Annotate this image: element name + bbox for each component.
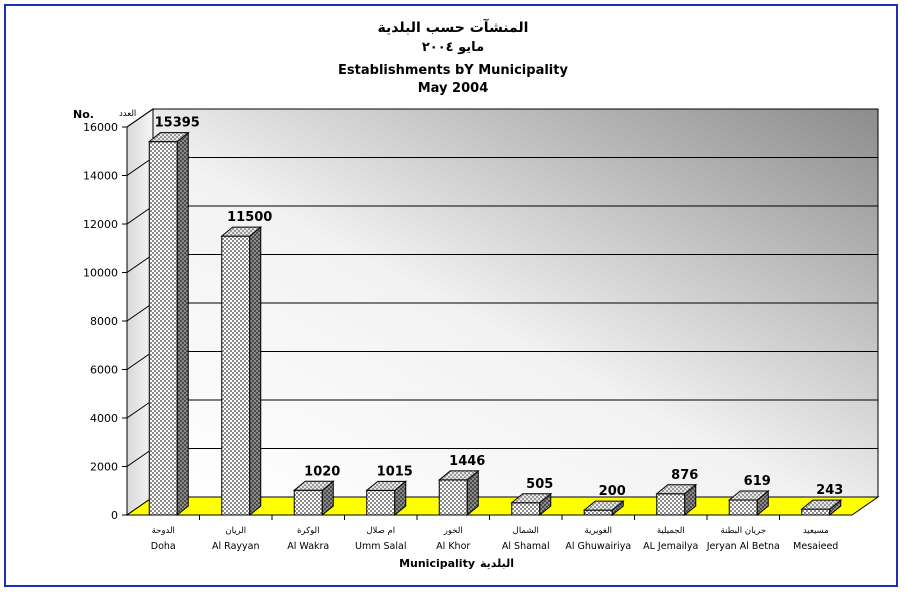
data-label: 1446 [449,454,485,469]
bar [728,499,758,516]
bar-top [800,499,843,510]
y-tick-label: 14000 [83,170,118,183]
bar-top [510,493,553,504]
gridline-side [126,108,154,128]
bar-group [437,469,480,517]
bar [511,502,541,516]
bar-group [582,500,625,517]
category-label-arabic: الريان [225,526,246,536]
x-axis-title: Municipality [399,557,475,570]
category-label: Jeryan Al Betna [706,541,780,552]
category-label-arabic: ام صلال [366,526,395,536]
category-label: Al Rayyan [212,541,259,552]
y-tick-label: 10000 [83,267,118,280]
category-label-arabic: الجميلية [657,526,685,536]
gridline-side [126,351,154,370]
category-label-arabic: الوكرة [297,526,320,536]
y-tick-label: 0 [111,509,118,522]
y-axis-title: No. [73,108,94,121]
bar-top [437,470,480,481]
y-tick-label: 16000 [83,121,118,134]
gridline-side [126,205,154,225]
bar-group [147,131,190,517]
category-label-arabic: الشمال [513,526,539,536]
category-label: Al Ghuwairiya [565,541,631,552]
gridline-side [126,448,154,467]
y-axis-title-arabic: العدد [119,109,136,119]
data-label: 505 [526,477,553,492]
chart-subtitle-arabic: مايو ٢٠٠٤ [421,40,485,55]
bar [366,489,396,516]
gridline-side [126,302,154,322]
bar [148,141,178,516]
y-tick-label: 4000 [90,412,118,425]
bar [293,489,323,516]
category-label-arabic: مسيعيد [803,526,829,536]
bar-group [727,489,770,517]
bar-top [220,226,263,237]
bar [801,508,831,516]
bar-top [292,480,335,491]
bar-group [800,499,843,517]
chart-title: Establishments bY Municipality [338,63,568,78]
chart-subtitle: May 2004 [417,81,489,96]
data-label: 876 [671,468,698,483]
y-tick-label: 2000 [90,461,118,474]
bar-top [147,132,190,143]
bar-group [365,480,408,517]
category-label: Al Wakra [287,541,329,552]
category-label: AL Jemailya [643,541,698,552]
category-label-arabic: الدوحة [152,526,175,536]
category-label-arabic: الخور [443,526,463,536]
y-tick-label: 8000 [90,315,118,328]
y-tick-label: 6000 [90,364,118,377]
data-label: 1020 [304,464,340,479]
bar-group [292,480,335,517]
category-label: Doha [151,541,176,552]
bar-group [510,492,553,517]
bar-side [176,131,189,517]
bar-top [365,480,408,491]
bar-top [727,490,770,501]
category-label: Al Khor [436,541,470,552]
category-label: Umm Salal [355,541,406,552]
category-label: Mesaieed [793,541,838,552]
data-label: 15395 [155,116,200,131]
category-label-arabic: جريان البطنة [721,526,766,536]
data-label: 1015 [377,464,413,479]
bar-group [655,483,698,517]
chart-title-arabic: المنشآت حسب البلدية [377,20,529,36]
data-label: 619 [744,474,771,489]
bar [221,235,251,516]
gridline-side [126,157,154,176]
data-label: 11500 [227,210,272,225]
bar [656,493,686,516]
bar-top [582,500,625,511]
x-axis-title-arabic: البلدية [480,557,514,570]
data-label: 243 [816,483,843,498]
y-tick-label: 12000 [83,218,118,231]
bar [583,509,613,516]
gridline-side [126,254,154,273]
category-label: Al Shamal [502,541,550,552]
bar [438,479,468,516]
category-label-arabic: الغويرية [585,526,612,536]
gridline-side [126,399,154,419]
bar-top [655,484,698,495]
bar-group [220,226,263,517]
bar-side [249,226,262,517]
data-label: 200 [599,484,626,499]
